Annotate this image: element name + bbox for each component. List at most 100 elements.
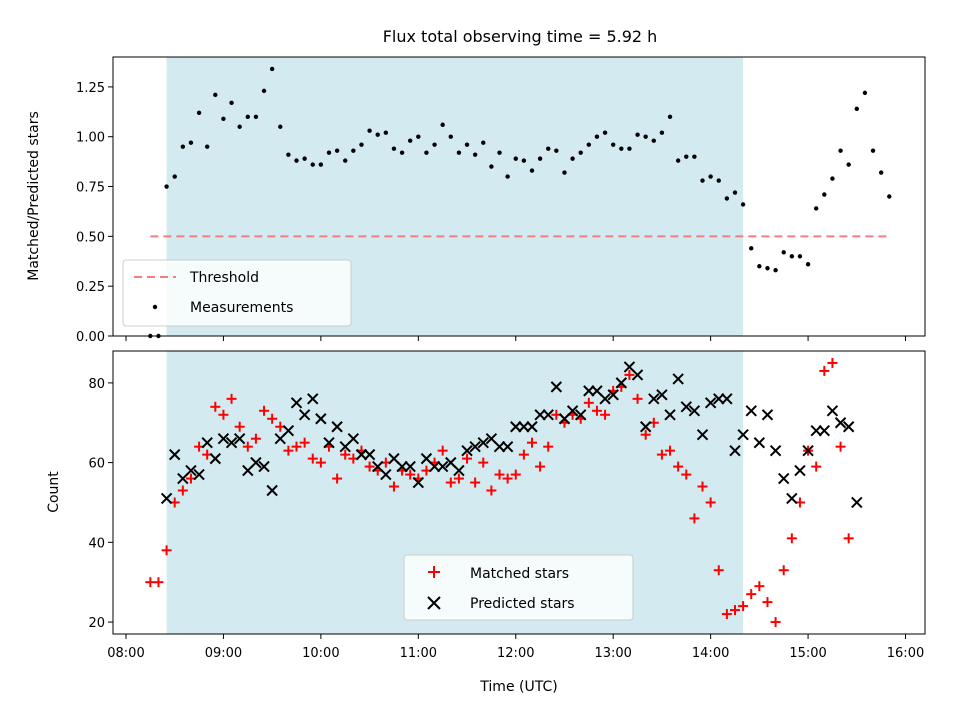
predicted-star-point (315, 413, 327, 425)
bottom-plot-frame (112, 350, 926, 635)
top-panel: 0.00 0.25 0.50 0.75 1.00 1.25 Matched/Predict… (26, 56, 926, 345)
measurement-point (237, 124, 242, 129)
matched-star-point (632, 393, 643, 404)
measurement-point (562, 170, 567, 175)
measurement-point (757, 264, 762, 269)
bottom-y-axis: 20 40 60 80 (88, 377, 113, 631)
measurement-point (391, 146, 397, 151)
predicted-star-point (680, 401, 692, 413)
matched-star-point (786, 533, 797, 544)
predicted-star-point (510, 421, 522, 433)
x-tick-label: 09:00 (205, 646, 242, 661)
predicted-star-point (842, 421, 855, 433)
predicted-star-point (258, 460, 270, 473)
matched-star-point (388, 481, 399, 492)
matched-star-point (161, 545, 172, 556)
measurement-point (878, 170, 884, 175)
top-y-axis: 0.00 0.25 0.50 0.75 1.00 1.25 (76, 81, 113, 345)
matched-star-point (494, 469, 505, 480)
matched-star-point (591, 405, 602, 416)
predicted-star-point (761, 409, 774, 421)
matched-star-point (307, 453, 318, 464)
matched-star-point (445, 477, 456, 488)
measurement-point (765, 266, 770, 271)
predicted-star-point (193, 468, 205, 481)
measurement-point (172, 174, 177, 179)
matched-star-point (283, 445, 294, 456)
matched-star-point (470, 477, 481, 488)
matched-star-point (843, 533, 854, 544)
predicted-star-point (169, 448, 181, 461)
bottom-y-tick-label: 40 (88, 536, 105, 551)
matched-star-point (234, 421, 245, 432)
measurement-point (269, 66, 275, 72)
x-axis-label: Time (UTC) (479, 679, 557, 695)
measurement-point (326, 150, 332, 155)
predicted-star-point (493, 440, 506, 453)
predicted-star-point (217, 432, 230, 445)
predicted-star-point (729, 444, 741, 457)
measurement-point (854, 106, 859, 112)
measurement-point (497, 150, 502, 155)
measurement-point (602, 130, 608, 135)
measurement-point (521, 158, 527, 163)
predicted-star-point (233, 432, 246, 445)
legend-predicted-label: Predicted stars (470, 596, 575, 612)
matched-star-point (600, 409, 611, 420)
bottom-y-tick-label: 60 (88, 457, 105, 472)
matched-star-point (681, 469, 692, 480)
measurement-point (675, 158, 681, 163)
measurement-point (887, 194, 892, 199)
measurement-point (294, 158, 299, 163)
measurement-point (781, 250, 786, 255)
measurement-point (773, 268, 778, 273)
matched-star-point (819, 365, 830, 376)
predicted-star-point (404, 460, 416, 473)
top-legend-box (122, 259, 352, 327)
measurement-point (261, 88, 267, 94)
matched-star-point (405, 469, 416, 480)
top-plot-frame (112, 56, 926, 337)
measurement-point (692, 154, 697, 159)
measurement-point (513, 156, 518, 161)
measurement-points (148, 66, 892, 339)
top-y-tick-label: 0.00 (76, 330, 105, 345)
measurement-point (610, 142, 616, 147)
predicted-star-point (794, 464, 806, 477)
predicted-star-point (566, 405, 579, 417)
matched-star-point (259, 405, 270, 416)
measurement-point (464, 142, 470, 147)
measurement-point (164, 184, 169, 189)
predicted-star-point (631, 369, 644, 381)
predicted-star-point (266, 484, 278, 497)
measurement-point (440, 122, 445, 127)
measurement-point (749, 246, 754, 251)
predicted-star-point (656, 389, 668, 401)
predicted-star-point (355, 448, 368, 461)
measurement-point (716, 178, 721, 183)
predicted-star-point (704, 397, 717, 409)
bottom-y-label: Count (46, 471, 62, 513)
measurement-point (594, 134, 600, 139)
measurement-point (343, 158, 348, 163)
predicted-star-point (696, 428, 709, 441)
legend-predicted-swatch (427, 596, 441, 610)
matched-star-point (689, 513, 700, 524)
predicted-star-point (542, 409, 554, 421)
measurement-point (448, 134, 453, 139)
matched-star-point (713, 565, 724, 576)
measurement-point (213, 92, 218, 98)
measurement-point (554, 148, 559, 153)
predicted-star-point (477, 436, 489, 449)
measurement-point (537, 156, 543, 161)
predicted-star-point (778, 472, 790, 485)
matched-star-point (340, 449, 351, 460)
matched-star-point (462, 453, 473, 464)
top-y-tick-label: 0.75 (76, 181, 105, 196)
predicted-star-point (323, 436, 335, 449)
predicted-star-point (648, 393, 660, 405)
matched-star-point (437, 445, 448, 456)
legend-measurement-label: Measurements (190, 300, 293, 316)
measurement-point (253, 114, 259, 119)
measurement-point (424, 150, 429, 155)
